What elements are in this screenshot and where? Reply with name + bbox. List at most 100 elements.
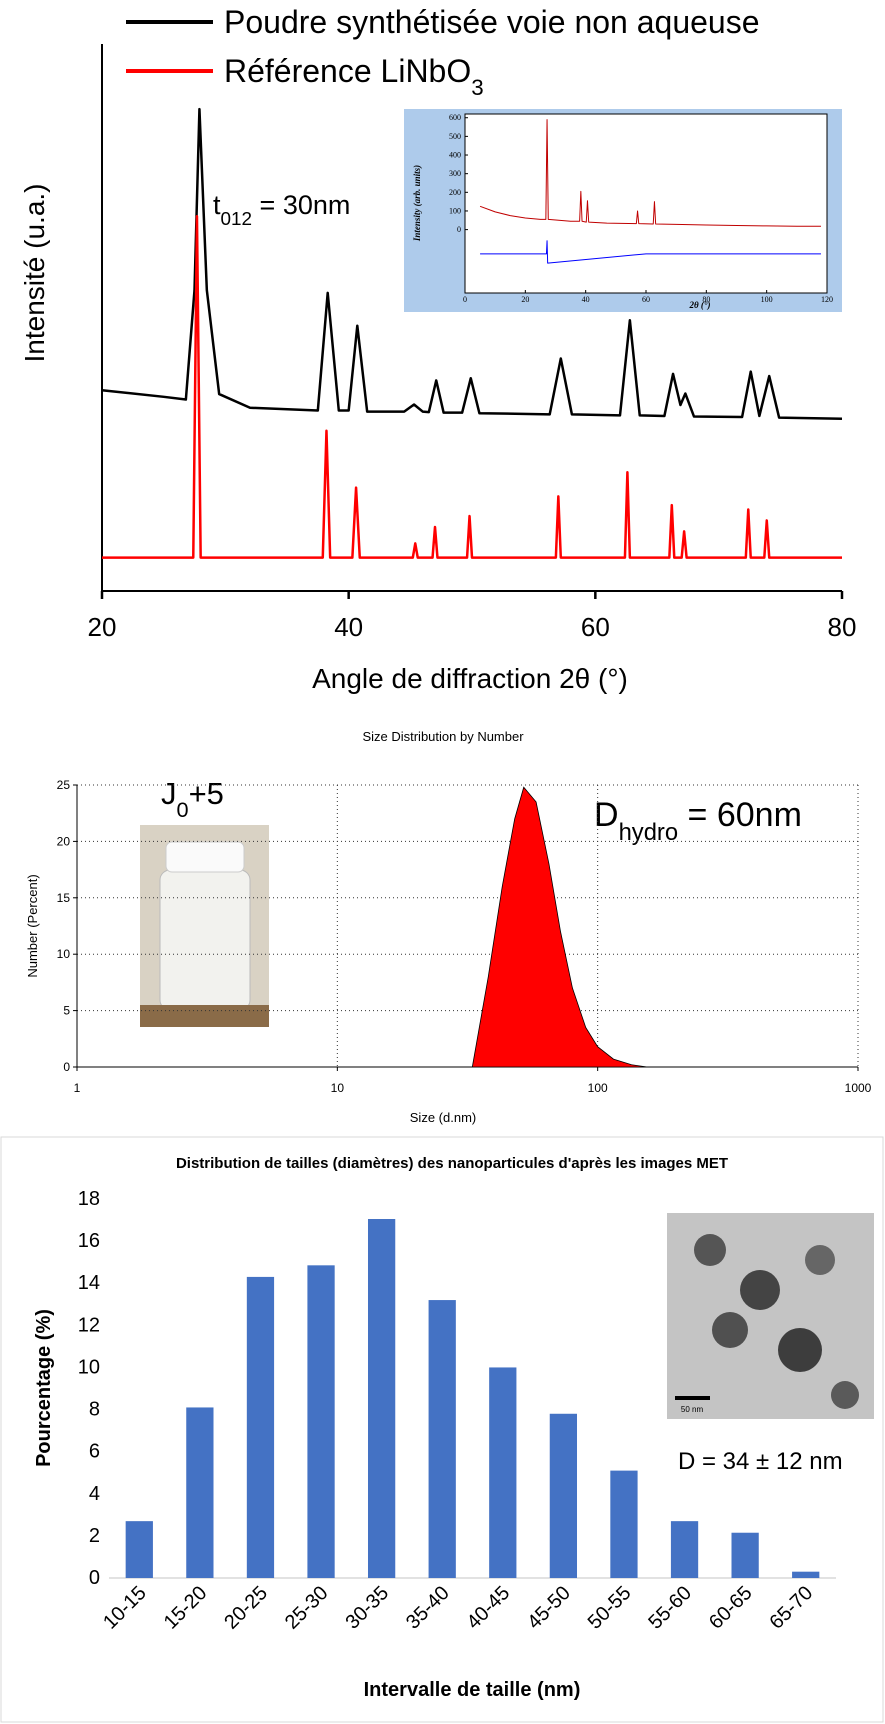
x-tick-label: 80	[828, 612, 857, 642]
y-tick-label: 600	[449, 113, 461, 122]
x-tick-label: 60-65	[705, 1582, 757, 1634]
x-tick-label: 1	[74, 1081, 81, 1095]
y-tick-label: 18	[78, 1188, 100, 1210]
bar	[186, 1407, 214, 1578]
y-tick-label: 6	[89, 1441, 100, 1463]
bar	[428, 1300, 456, 1578]
bar	[549, 1413, 578, 1578]
subscript: 3	[471, 75, 483, 100]
particle	[831, 1381, 859, 1409]
legend-label: Référence LiNbO3	[224, 53, 484, 100]
y-tick-label: 100	[449, 206, 461, 215]
x-tick-label: 80	[702, 295, 710, 304]
annotation: t012 = 30nm	[213, 190, 350, 230]
y-tick-label: 10	[57, 947, 71, 961]
particle	[740, 1270, 780, 1310]
particle	[712, 1312, 748, 1348]
y-tick-label: 25	[57, 778, 71, 792]
annotation: D = 34 ± 12 nm	[678, 1448, 843, 1475]
bar	[489, 1367, 517, 1578]
x-tick-label: 40	[334, 612, 363, 642]
x-tick-label: 60	[581, 612, 610, 642]
y-axis-label: Pourcentage (%)	[33, 1309, 55, 1467]
bar	[731, 1532, 759, 1578]
x-tick-label: 1000	[845, 1081, 872, 1095]
series-line	[101, 107, 843, 420]
x-axis-label: Size (d.nm)	[410, 1110, 476, 1125]
text-part: D	[594, 796, 619, 834]
bar	[367, 1219, 396, 1578]
x-tick-label: 40-45	[463, 1582, 515, 1634]
x-tick-label: 60	[642, 295, 650, 304]
y-tick-label: 14	[78, 1272, 100, 1294]
text-part: Référence LiNbO	[224, 53, 471, 89]
x-tick-label: 35-40	[402, 1582, 454, 1634]
x-tick-label: 100	[588, 1081, 608, 1095]
y-tick-label: 16	[78, 1230, 100, 1252]
x-tick-label: 20	[88, 612, 117, 642]
y-tick-label: 2	[89, 1525, 100, 1547]
chart-title: Size Distribution by Number	[362, 729, 524, 744]
subscript: 0	[177, 797, 189, 822]
text-part: +5	[189, 776, 224, 811]
chart-title: Distribution de tailles (diamètres) des …	[176, 1155, 728, 1172]
y-tick-label: 12	[78, 1314, 100, 1336]
text-part: = 60nm	[678, 796, 802, 834]
x-tick-label: 40	[582, 295, 590, 304]
particle	[805, 1245, 835, 1275]
y-tick-label: 10	[78, 1356, 100, 1378]
annotation: J0+5	[161, 776, 224, 822]
x-tick-label: 10-15	[99, 1582, 151, 1634]
x-tick-label: 10	[331, 1081, 345, 1095]
text-part: = 30nm	[252, 190, 350, 220]
chart-frame	[0, 1136, 884, 1723]
vial-cap	[165, 841, 245, 873]
x-tick-label: 55-60	[644, 1582, 696, 1634]
y-tick-label: 4	[89, 1483, 100, 1505]
annotation: Dhydro = 60nm	[594, 796, 802, 846]
y-tick-label: 0	[63, 1060, 70, 1074]
x-tick-label: 20	[521, 295, 529, 304]
series-line	[102, 215, 842, 559]
x-tick-label: 50-55	[584, 1582, 636, 1634]
x-tick-label: 20-25	[220, 1582, 272, 1634]
inset-x-label: 2θ (°)	[688, 300, 710, 310]
x-tick-label: 25-30	[281, 1582, 333, 1634]
y-tick-label: 200	[449, 188, 461, 197]
bar	[125, 1521, 153, 1578]
bar	[246, 1276, 275, 1578]
scale-label: 50 nm	[681, 1405, 704, 1414]
y-tick-label: 8	[89, 1399, 100, 1421]
inset-y-label: Intensity (arb. units)	[412, 165, 422, 242]
vial	[159, 869, 251, 1011]
x-tick-label: 15-20	[160, 1582, 212, 1634]
inset-frame	[464, 113, 828, 294]
particle	[778, 1328, 822, 1372]
x-tick-label: 45-50	[523, 1582, 575, 1634]
x-tick-label: 0	[463, 295, 467, 304]
y-tick-label: 20	[57, 834, 71, 848]
x-tick-label: 100	[761, 295, 773, 304]
y-tick-label: 400	[449, 151, 461, 160]
y-tick-label: 0	[89, 1567, 100, 1589]
text-part: J	[161, 776, 177, 811]
y-tick-label: 0	[457, 225, 461, 234]
y-tick-label: 15	[57, 891, 71, 905]
bar	[670, 1521, 699, 1578]
y-tick-label: 5	[63, 1004, 70, 1018]
x-axis-label: Angle de diffraction 2θ (°)	[312, 663, 628, 694]
particle	[694, 1234, 726, 1266]
x-tick-label: 65-70	[766, 1582, 818, 1634]
x-tick-label: 120	[821, 295, 833, 304]
y-axis-label: Intensité (u.a.)	[19, 184, 50, 363]
series-line	[480, 240, 821, 264]
x-tick-label: 30-35	[341, 1582, 393, 1634]
subscript: 012	[221, 209, 253, 230]
area	[471, 786, 648, 1068]
bar	[792, 1571, 820, 1578]
table-surface	[140, 1005, 269, 1027]
bar	[610, 1470, 638, 1578]
